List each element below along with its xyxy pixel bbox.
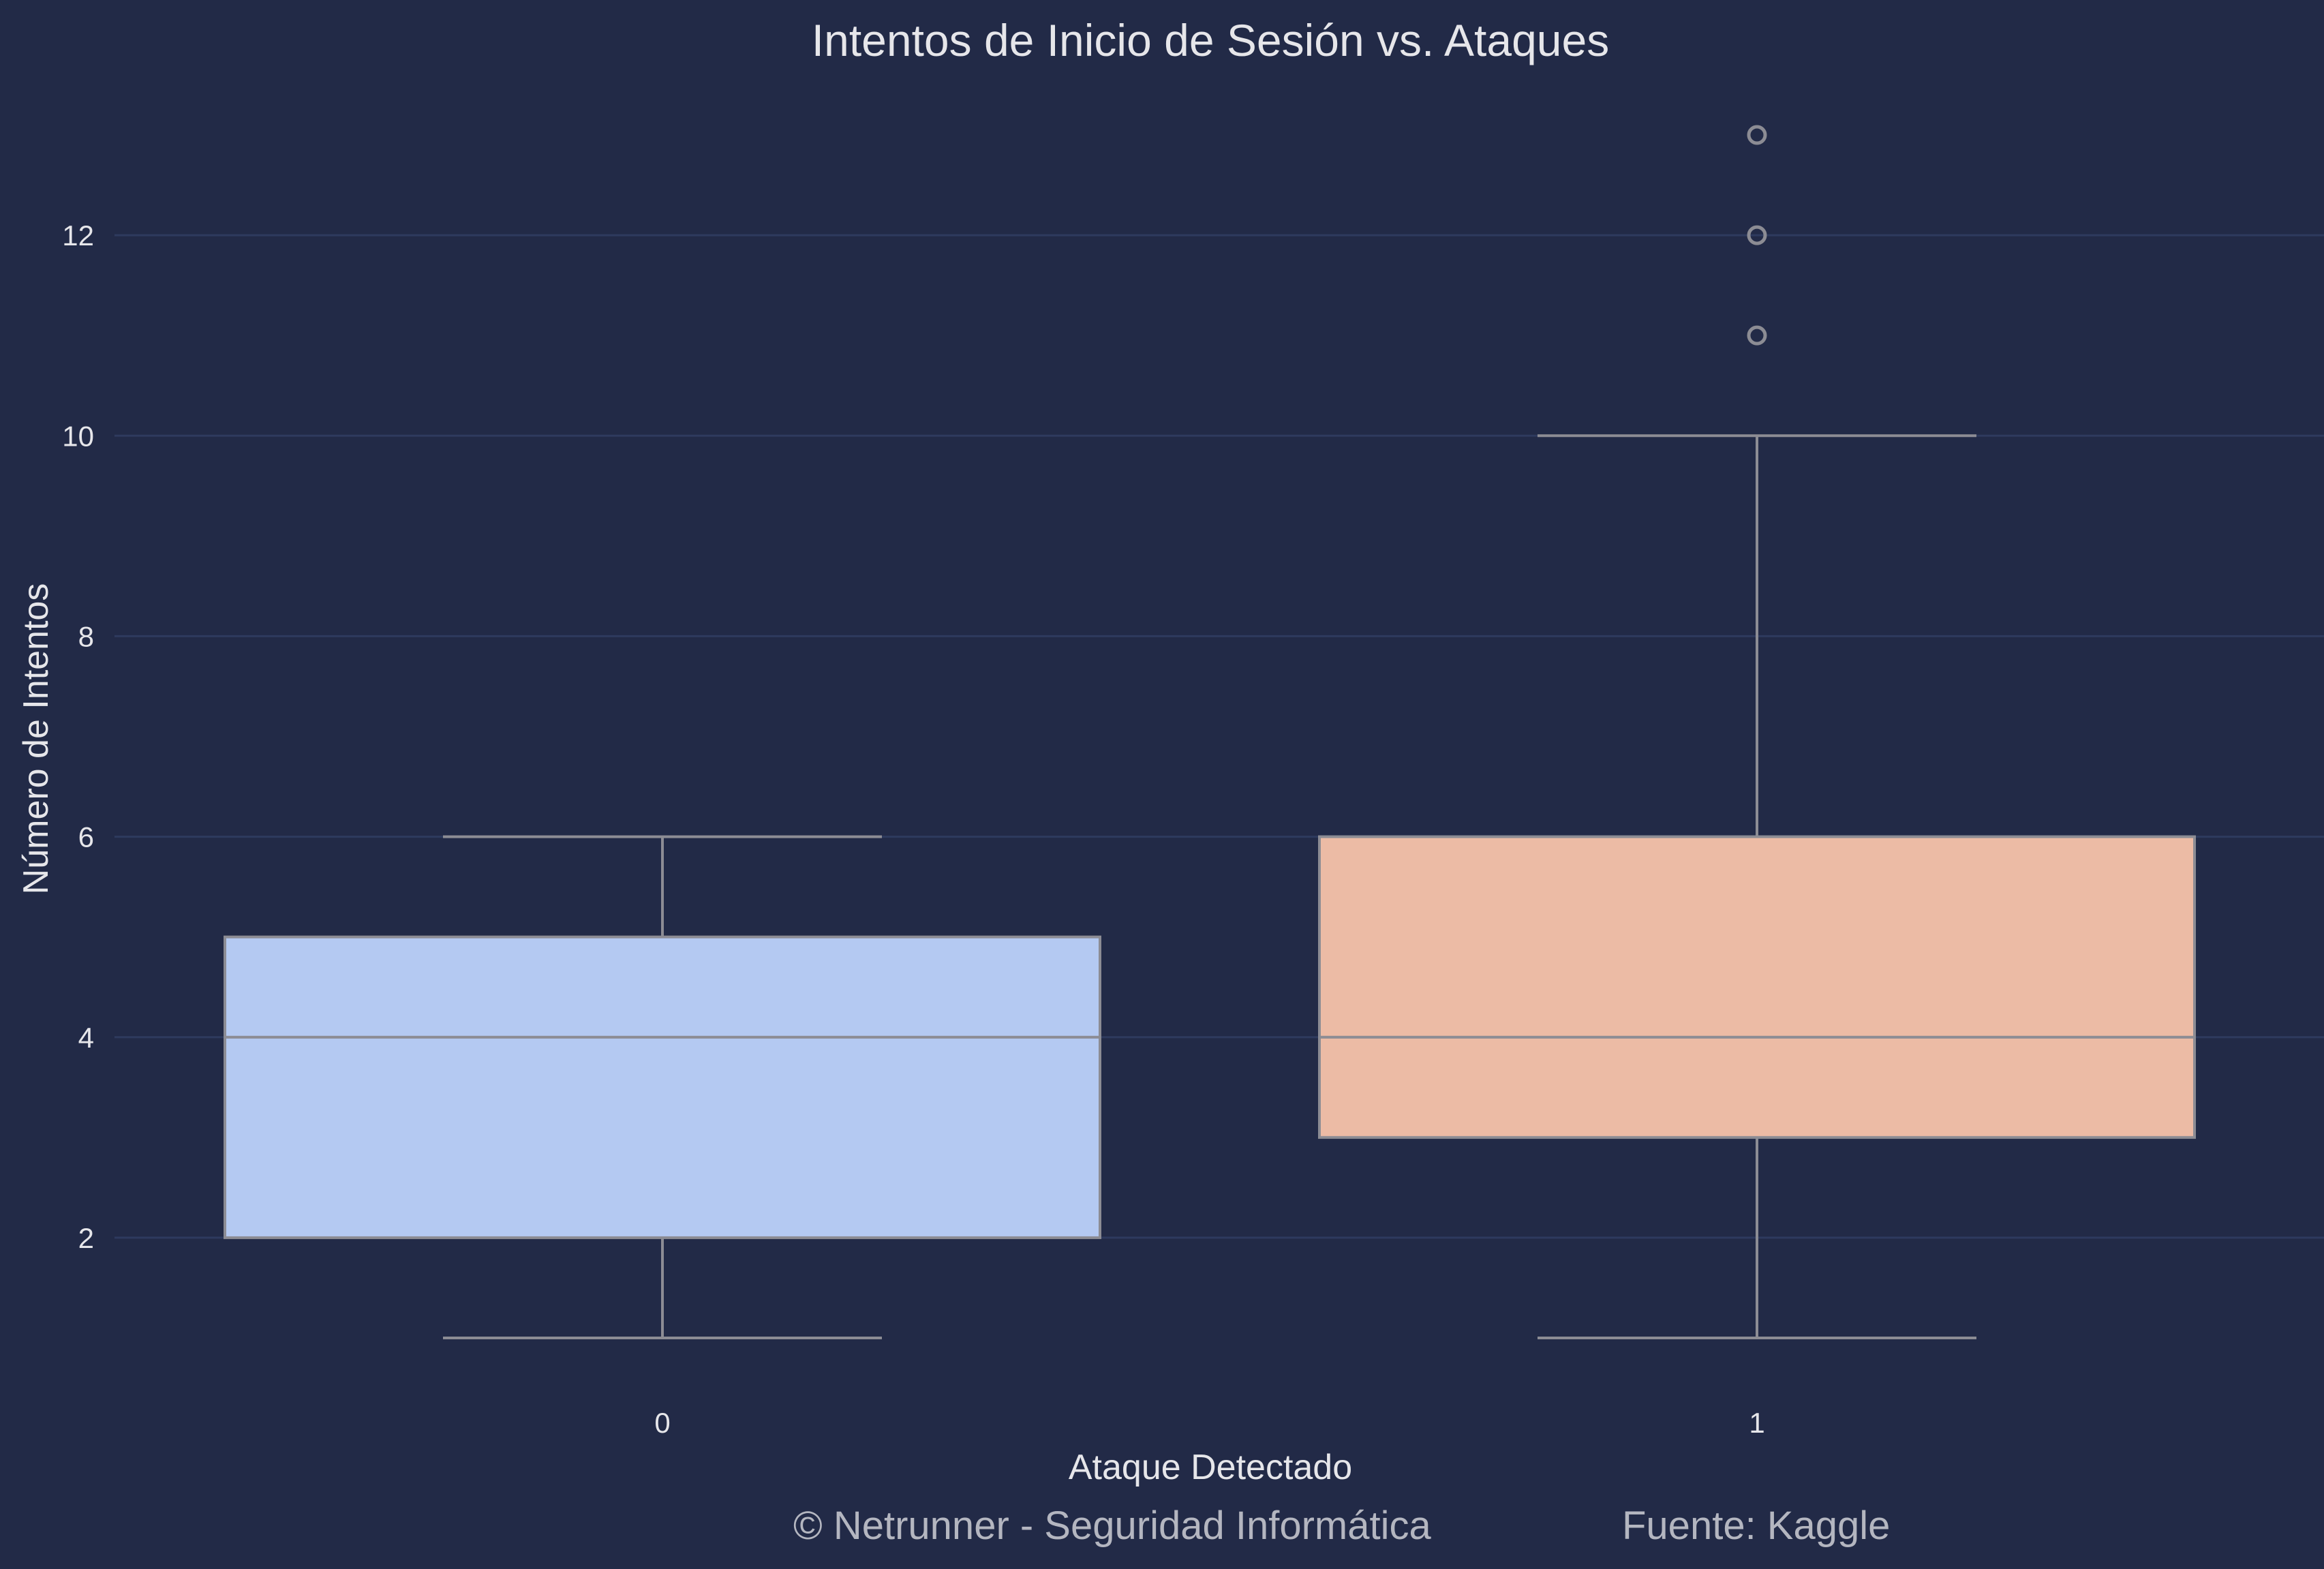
x-tick-label-1: 1 — [1749, 1407, 1764, 1439]
box-group-0 — [224, 835, 1101, 1339]
y-tick-label-4: 4 — [78, 1022, 94, 1054]
x-tick-label-0: 0 — [654, 1407, 670, 1439]
y-axis-label: Número de Intentos — [16, 583, 56, 895]
outlier-point-1-11 — [1747, 325, 1767, 346]
tick-layer: 2 4 6 8 10 12 0 1 — [62, 219, 1764, 1439]
y-tick-label-8: 8 — [78, 620, 94, 652]
box-layer — [224, 125, 2196, 1339]
y-tick-label-2: 2 — [78, 1222, 94, 1254]
box-1 — [1318, 835, 2196, 1139]
x-axis-label: Ataque Detectado — [1069, 1448, 1352, 1487]
box-0 — [224, 935, 1101, 1239]
footer-source: Fuente: Kaggle — [1622, 1504, 1890, 1548]
chart-title: Intentos de Inicio de Sesión vs. Ataques — [812, 15, 1609, 65]
box-group-1 — [1318, 125, 2196, 1339]
outlier-point-1-12 — [1747, 225, 1767, 245]
footer-credit: © Netrunner - Seguridad Informática — [793, 1504, 1431, 1548]
y-tick-label-6: 6 — [78, 821, 94, 853]
outlier-point-1-13 — [1747, 125, 1767, 145]
y-tick-label-12: 12 — [62, 219, 94, 252]
y-tick-label-10: 10 — [62, 420, 94, 452]
